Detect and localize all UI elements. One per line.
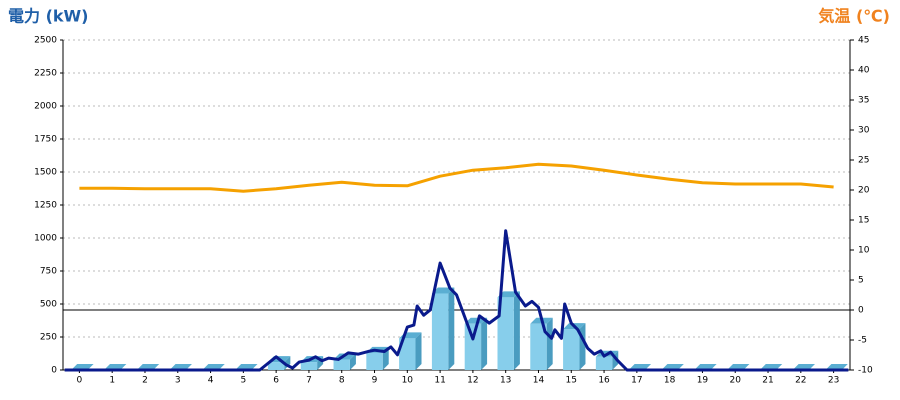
bar-side	[513, 291, 520, 370]
x-tick-label: 3	[175, 376, 181, 386]
bar	[563, 329, 580, 370]
x-tick-label: 0	[77, 376, 83, 386]
x-tick-label: 1	[109, 376, 115, 386]
x-tick-label: 11	[434, 376, 445, 386]
x-tick-label: 22	[795, 376, 806, 386]
x-tick-label: 4	[208, 376, 214, 386]
x-tick-label: 20	[730, 376, 742, 386]
bar-side	[448, 287, 455, 370]
y-tick-label: 0	[51, 366, 57, 376]
bar	[399, 338, 416, 370]
y-tick-label: 1000	[34, 234, 57, 244]
y2-tick-label: 35	[858, 96, 869, 106]
y2-tick-label: 45	[858, 36, 869, 46]
bar	[595, 356, 613, 370]
bar-side	[579, 323, 586, 370]
y2-tick-label: 15	[858, 216, 869, 226]
y2-tick-label: -5	[858, 336, 867, 346]
x-tick-label: 23	[828, 376, 839, 386]
x-tick-label: 15	[566, 376, 577, 386]
x-tick-label: 17	[631, 376, 642, 386]
y-tick-label: 750	[40, 267, 57, 277]
y2-tick-label: 30	[858, 126, 870, 136]
y2-tick-label: 5	[858, 276, 864, 286]
y-tick-label: 2250	[34, 69, 57, 79]
y-tick-label: 500	[40, 300, 57, 310]
y2-tick-label: 20	[858, 186, 870, 196]
y-tick-label: 1500	[34, 168, 57, 178]
x-tick-label: 16	[598, 376, 610, 386]
bar	[497, 297, 514, 370]
temperature-line	[79, 162, 834, 193]
bar-side	[481, 317, 488, 370]
bar-top	[464, 317, 488, 324]
bar	[300, 362, 318, 370]
x-tick-label: 21	[762, 376, 773, 386]
bar-side	[349, 353, 356, 370]
y-tick-label: 1250	[34, 201, 57, 211]
x-tick-label: 8	[339, 376, 345, 386]
bar	[267, 362, 285, 370]
bar-side	[546, 317, 553, 370]
bar	[333, 359, 350, 370]
x-tick-label: 6	[273, 376, 279, 386]
y2-tick-label: -10	[858, 366, 873, 376]
y-tick-label: 1750	[34, 135, 57, 145]
x-tick-label: 7	[306, 376, 312, 386]
bar	[431, 293, 449, 370]
x-tick-label: 18	[664, 376, 676, 386]
x-tick-label: 12	[467, 376, 478, 386]
bar	[366, 352, 383, 370]
x-tick-label: 13	[500, 376, 511, 386]
y-tick-label: 2500	[34, 36, 57, 46]
y-tick-label: 2000	[34, 102, 57, 112]
bar-side	[284, 356, 291, 370]
x-tick-label: 5	[240, 376, 246, 386]
x-tick-label: 19	[697, 376, 709, 386]
chart-title: 電力 (kW)	[8, 7, 89, 26]
y2-title: 気温 (℃)	[818, 7, 890, 26]
bar	[464, 323, 482, 370]
y-tick-label: 250	[40, 333, 57, 343]
x-tick-label: 10	[402, 376, 414, 386]
y2-tick-label: 40	[858, 66, 870, 76]
y2-tick-label: 10	[858, 246, 870, 256]
bar-side	[415, 332, 422, 370]
y2-tick-label: 0	[858, 306, 864, 316]
y2-tick-label: 25	[858, 156, 869, 166]
power-line	[64, 229, 849, 372]
bar	[530, 323, 547, 370]
x-tick-label: 14	[533, 376, 545, 386]
x-tick-label: 2	[142, 376, 148, 386]
x-tick-label: 9	[372, 376, 378, 386]
